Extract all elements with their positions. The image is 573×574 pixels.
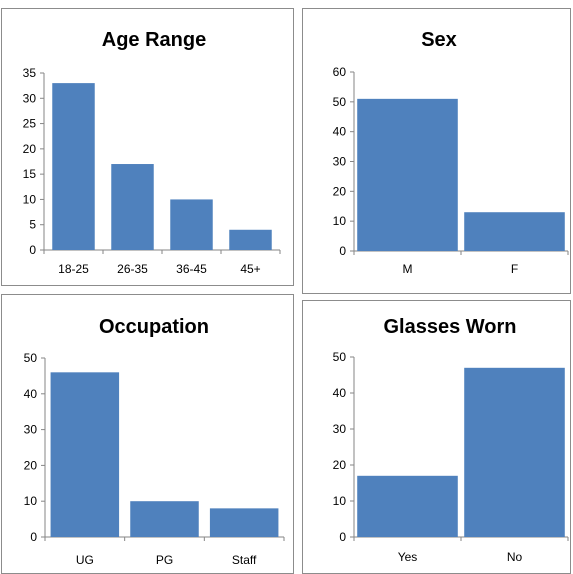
chart-title: Sex <box>421 29 457 51</box>
y-tick-label: 50 <box>24 351 38 365</box>
bar-36-45 <box>170 199 213 250</box>
y-tick-label: 10 <box>24 494 38 508</box>
y-tick-label: 25 <box>23 117 37 131</box>
x-tick-label: 36-45 <box>176 262 207 276</box>
x-tick-label: PG <box>156 553 173 567</box>
y-tick-label: 40 <box>24 387 38 401</box>
bar-no <box>464 367 565 537</box>
bar-f <box>464 212 565 251</box>
y-tick-label: 30 <box>333 422 347 436</box>
y-tick-label: 35 <box>23 66 37 80</box>
x-tick-label: Yes <box>398 550 418 564</box>
y-tick-label: 5 <box>29 218 36 232</box>
y-tick-label: 15 <box>23 167 37 181</box>
y-tick-label: 10 <box>23 192 37 206</box>
chart-panel-age-range: Age Range 0 5 10 15 20 25 30 35 18-25 26-35 36-45 4… <box>1 8 294 286</box>
chart-panel-sex: Sex 0 10 20 30 40 50 60 M F <box>302 8 571 294</box>
y-tick-label: 30 <box>23 91 37 105</box>
y-tick-label: 0 <box>30 530 37 544</box>
age-range-chart: Age Range 0 5 10 15 20 25 30 35 18-25 26-35 36-45 4… <box>23 29 281 276</box>
x-tick-label: 45+ <box>240 262 260 276</box>
y-tick-label: 40 <box>333 125 347 139</box>
y-tick-label: 0 <box>29 243 36 257</box>
bar-pg <box>130 501 199 537</box>
x-tick-label: No <box>507 550 523 564</box>
chart-panel-occupation: Occupation 0 10 20 30 40 50 UG PG Staff <box>1 294 294 574</box>
y-tick-label: 0 <box>339 244 346 258</box>
bar-ug <box>50 372 120 537</box>
bar-45- <box>229 229 272 250</box>
bar-m <box>357 98 458 251</box>
x-tick-label: 26-35 <box>117 262 148 276</box>
y-tick-label: 50 <box>333 350 347 364</box>
chart-title: Age Range <box>102 29 206 51</box>
sex-chart: Sex 0 10 20 30 40 50 60 M F <box>333 29 569 276</box>
chart-title: Glasses Worn <box>383 316 516 338</box>
y-tick-label: 20 <box>333 184 347 198</box>
bar-18-25 <box>52 83 95 250</box>
y-tick-label: 20 <box>333 458 347 472</box>
y-tick-label: 10 <box>333 214 347 228</box>
y-tick-label: 30 <box>24 423 38 437</box>
y-tick-label: 60 <box>333 65 347 79</box>
bar-26-35 <box>111 164 154 250</box>
y-tick-label: 0 <box>339 530 346 544</box>
y-tick-label: 20 <box>23 142 37 156</box>
chart-title: Occupation <box>99 316 209 338</box>
chart-panel-glasses-worn: Glasses Worn 0 10 20 30 40 50 Yes No <box>302 300 571 574</box>
y-tick-label: 30 <box>333 155 347 169</box>
y-tick-label: 50 <box>333 95 347 109</box>
y-tick-label: 20 <box>24 458 38 472</box>
y-tick-label: 10 <box>333 494 347 508</box>
x-tick-label: F <box>511 262 518 276</box>
x-tick-label: 18-25 <box>58 262 89 276</box>
glasses-worn-chart: Glasses Worn 0 10 20 30 40 50 Yes No <box>333 316 569 564</box>
x-tick-label: Staff <box>232 553 257 567</box>
y-tick-label: 40 <box>333 386 347 400</box>
bar-yes <box>357 475 458 537</box>
x-tick-label: UG <box>76 553 94 567</box>
bar-staff <box>209 508 279 537</box>
occupation-chart: Occupation 0 10 20 30 40 50 UG PG Staff <box>24 316 285 567</box>
x-tick-label: M <box>403 262 413 276</box>
